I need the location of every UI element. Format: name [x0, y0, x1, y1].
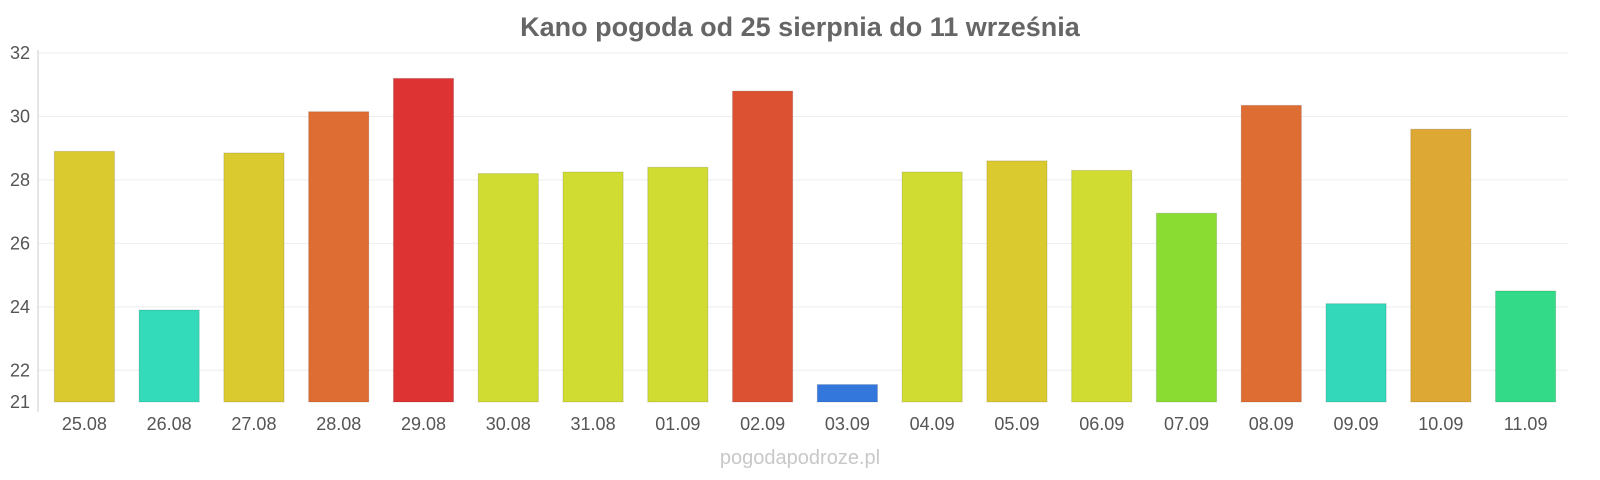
bar-05.09 — [986, 160, 1048, 403]
gridlines — [38, 52, 1568, 371]
y-tick-label: 22 — [10, 360, 30, 380]
x-tick-label: 30.08 — [486, 414, 531, 434]
y-tick-label: 26 — [10, 233, 30, 253]
watermark: pogodapodroze.pl — [720, 447, 880, 469]
bar-31.08 — [562, 171, 624, 403]
x-tick-label: 04.09 — [910, 414, 955, 434]
x-tick-label: 09.09 — [1334, 414, 1379, 434]
x-tick-label: 27.08 — [231, 414, 276, 434]
bar-11.09 — [1495, 290, 1557, 403]
bar-03.09 — [816, 384, 878, 403]
x-tick-label: 31.08 — [571, 414, 616, 434]
x-tick-label: 29.08 — [401, 414, 446, 434]
y-tick-label: 32 — [10, 43, 30, 63]
y-tick-label: 28 — [10, 170, 30, 190]
x-tick-label: 05.09 — [994, 414, 1039, 434]
y-tick-label: 21 — [10, 392, 30, 412]
bar-04.09 — [901, 171, 963, 403]
bar-25.08 — [53, 150, 115, 403]
x-tick-label: 07.09 — [1164, 414, 1209, 434]
y-tick-label: 24 — [10, 297, 30, 317]
x-tick-label: 03.09 — [825, 414, 870, 434]
y-tick-label: 30 — [10, 106, 30, 126]
bar-02.09 — [732, 90, 794, 403]
x-tick-label: 26.08 — [147, 414, 192, 434]
bar-06.09 — [1071, 169, 1133, 403]
bar-29.08 — [392, 77, 455, 403]
bar-01.09 — [647, 166, 709, 403]
bar-26.08 — [138, 309, 200, 403]
x-tick-label: 01.09 — [655, 414, 700, 434]
y-axis-ticks: 21 22 24 26 28 30 32 — [10, 43, 30, 412]
x-tick-label: 08.09 — [1249, 414, 1294, 434]
x-tick-label: 25.08 — [62, 414, 107, 434]
x-tick-label: 06.09 — [1079, 414, 1124, 434]
bars — [53, 77, 1557, 403]
bar-28.08 — [308, 111, 370, 403]
bar-30.08 — [477, 173, 539, 403]
bar-07.09 — [1155, 212, 1218, 403]
x-tick-label: 10.09 — [1418, 414, 1463, 434]
bar-08.09 — [1240, 104, 1302, 403]
bar-09.09 — [1325, 303, 1387, 403]
bar-10.09 — [1410, 128, 1472, 403]
x-tick-label: 11.09 — [1504, 414, 1548, 434]
chart-title: Kano pogoda od 25 sierpnia do 11 wrześni… — [520, 12, 1081, 42]
x-tick-label: 02.09 — [740, 414, 785, 434]
bar-27.08 — [223, 152, 285, 403]
x-tick-label: 28.08 — [316, 414, 361, 434]
x-axis-ticks: 25.08 26.08 27.08 28.08 29.08 30.08 31.08 01.09… — [62, 414, 1548, 434]
